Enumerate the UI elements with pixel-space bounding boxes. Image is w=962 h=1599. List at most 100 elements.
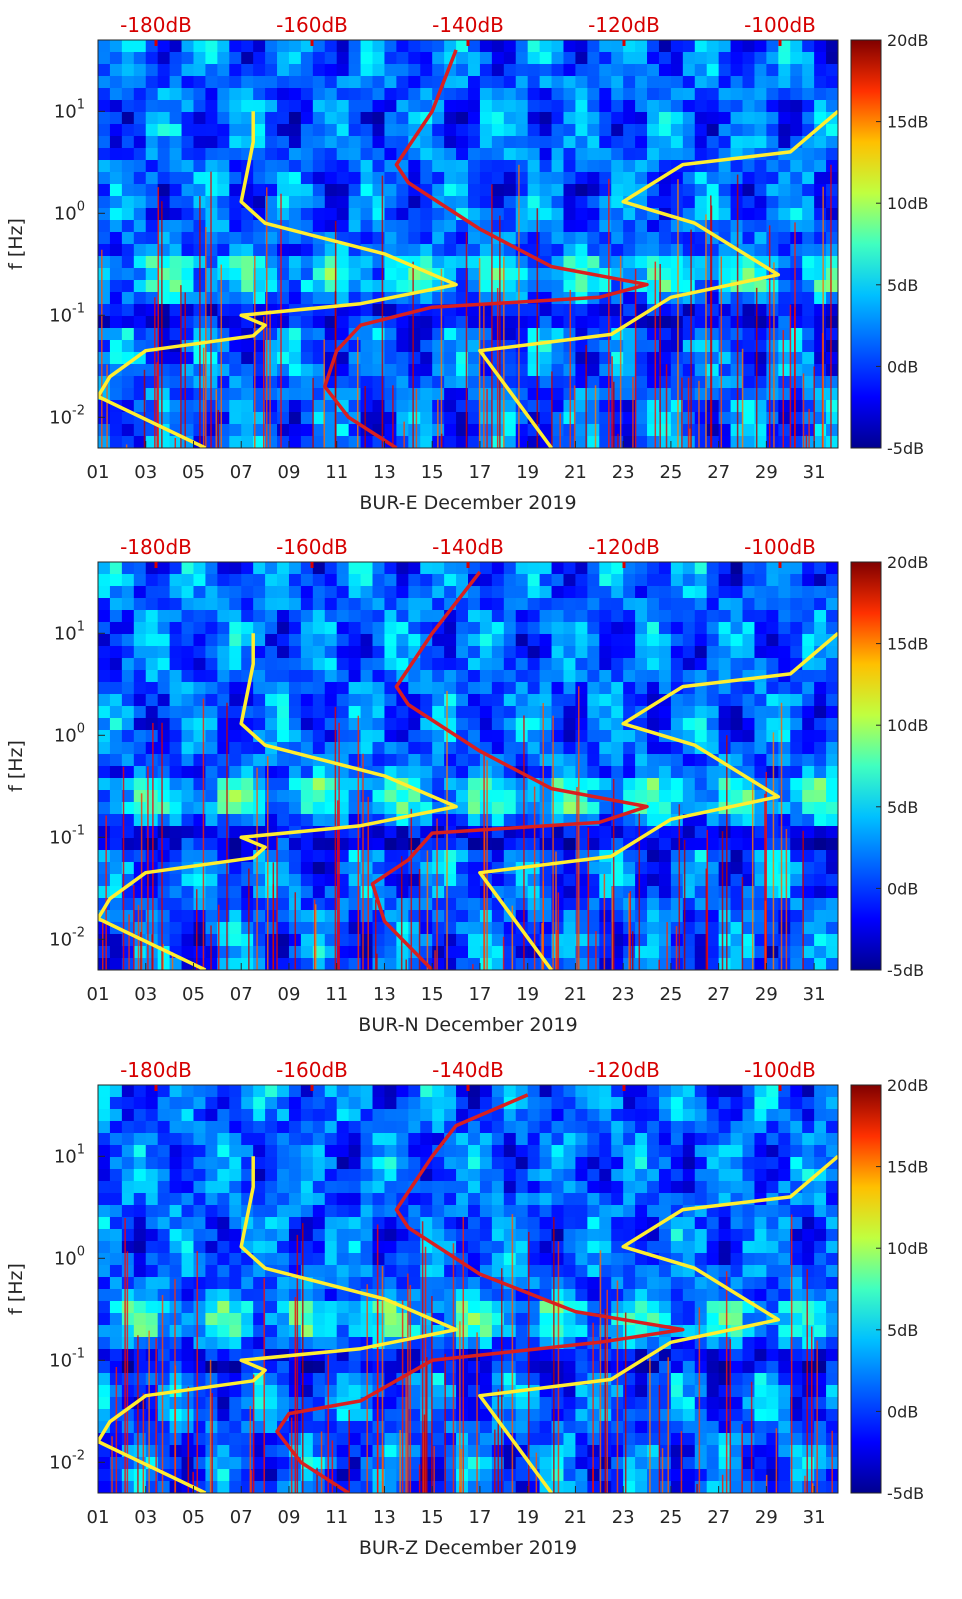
yellow-noise-curve-3 [478,1154,838,1493]
red-noise-curve-2 [275,1093,685,1493]
yellow-noise-curve-3 [478,109,838,448]
x-tick-label: 11 [325,462,348,483]
x-tick-label: 23 [612,1507,635,1528]
top-db-tick-label: -120dB [588,13,660,37]
y-tick-label: 10-1 [49,1346,85,1371]
x-tick-label: 17 [468,462,491,483]
x-tick-label: 09 [278,984,301,1005]
colorbar [850,1084,882,1494]
y-tick-label: 101 [54,619,85,644]
x-tick-label: 07 [230,984,253,1005]
colorbar-tick-label: 0dB [887,1402,918,1421]
colorbar-tick-label: 15dB [887,113,929,132]
top-db-tick-label: -160dB [276,535,348,559]
x-tick-label: 31 [803,462,826,483]
top-db-tick-label: -140dB [432,13,504,37]
panel-1: 01 03 05 07 09 11 13 15 17 19 21 23 25 27 29 31 BUR-E De… [5,13,929,514]
top-db-tick-label: -100dB [744,535,816,559]
y-axis-label: f [Hz] [5,740,27,792]
x-tick-label: 07 [230,1507,253,1528]
x-tick-label: 11 [325,1507,348,1528]
top-db-tick-label: -180dB [120,13,192,37]
colorbar-tick-label: 0dB [887,357,918,376]
colorbar-tick-label: 20dB [887,31,929,50]
y-axis-label: f [Hz] [5,218,27,270]
y-tick-label: 10-2 [49,403,85,428]
x-tick-label: 27 [707,1507,730,1528]
x-tick-label: 13 [373,1507,396,1528]
y-axis-label: f [Hz] [5,1263,27,1315]
colorbar-tick-label: 5dB [887,1321,918,1340]
x-tick-label: 27 [707,984,730,1005]
yellow-noise-curve-1 [98,633,458,970]
x-tick-label: 09 [278,462,301,483]
spectrogram-image [98,1085,838,1493]
x-tick-label: 11 [325,984,348,1005]
top-db-tick-label: -180dB [120,1058,192,1082]
x-tick-label: 23 [612,984,635,1005]
y-tick-label: 10-2 [49,1448,85,1473]
colorbar-tick-label: 5dB [887,276,918,295]
top-db-tick-label: -160dB [276,13,348,37]
x-tick-label: 17 [468,984,491,1005]
x-axis-label: BUR-Z December 2019 [359,1537,577,1559]
colorbar-tick-label: 20dB [887,1076,929,1095]
x-tick-label: 29 [755,1507,778,1528]
x-tick-label: 29 [755,984,778,1005]
x-tick-label: 15 [421,984,444,1005]
top-db-tick-label: -120dB [588,1058,660,1082]
x-tick-label: 19 [516,462,539,483]
colorbar-tick-label: 10dB [887,1239,929,1258]
x-tick-label: 29 [755,462,778,483]
x-tick-label: 15 [421,462,444,483]
top-db-tick-label: -120dB [588,535,660,559]
y-tick-label: 10-2 [49,925,85,950]
top-db-tick-label: -180dB [120,535,192,559]
y-tick-label: 101 [54,1142,85,1167]
y-tick-label: 101 [54,97,85,122]
x-tick-label: 21 [564,1507,587,1528]
spectrogram-image [98,40,838,448]
x-tick-label: 19 [516,984,539,1005]
spectrogram-image [98,562,838,970]
colorbar-tick-label: 10dB [887,716,929,735]
top-db-tick-label: -140dB [432,535,504,559]
x-tick-label: 03 [134,462,157,483]
yellow-noise-curve-3 [478,631,838,970]
x-tick-label: 21 [564,984,587,1005]
colorbar-tick-label: 0dB [887,879,918,898]
y-tick-label: 10-1 [49,823,85,848]
x-tick-label: 03 [134,1507,157,1528]
x-tick-label: 01 [87,1507,110,1528]
yellow-noise-curve-1 [98,1156,458,1493]
x-tick-label: 19 [516,1507,539,1528]
x-tick-label: 13 [373,984,396,1005]
colorbar-tick-label: 5dB [887,798,918,817]
x-tick-label: 01 [87,984,110,1005]
x-tick-label: 25 [659,462,682,483]
top-db-tick-label: -140dB [432,1058,504,1082]
y-tick-label: 10-1 [49,301,85,326]
x-tick-label: 25 [659,1507,682,1528]
colorbar-tick-label: -5dB [887,439,924,458]
x-tick-label: 13 [373,462,396,483]
top-db-tick-label: -100dB [744,1058,816,1082]
y-tick-label: 100 [54,1244,85,1269]
x-tick-label: 25 [659,984,682,1005]
x-tick-label: 15 [421,1507,444,1528]
x-tick-label: 27 [707,462,730,483]
colorbar-tick-label: 20dB [887,553,929,572]
x-tick-label: 03 [134,984,157,1005]
x-tick-label: 17 [468,1507,491,1528]
top-db-tick-label: -100dB [744,13,816,37]
x-tick-label: 31 [803,1507,826,1528]
y-tick-label: 100 [54,199,85,224]
panel-3: 01 03 05 07 09 11 13 15 17 19 21 23 25 27 29 31 BUR-Z De… [5,1058,929,1559]
x-axis-label: BUR-E December 2019 [359,492,576,514]
colorbar-tick-label: -5dB [887,961,924,980]
x-tick-label: 05 [182,462,205,483]
colorbar-tick-label: 10dB [887,194,929,213]
colorbar [850,39,882,449]
x-tick-label: 09 [278,1507,301,1528]
